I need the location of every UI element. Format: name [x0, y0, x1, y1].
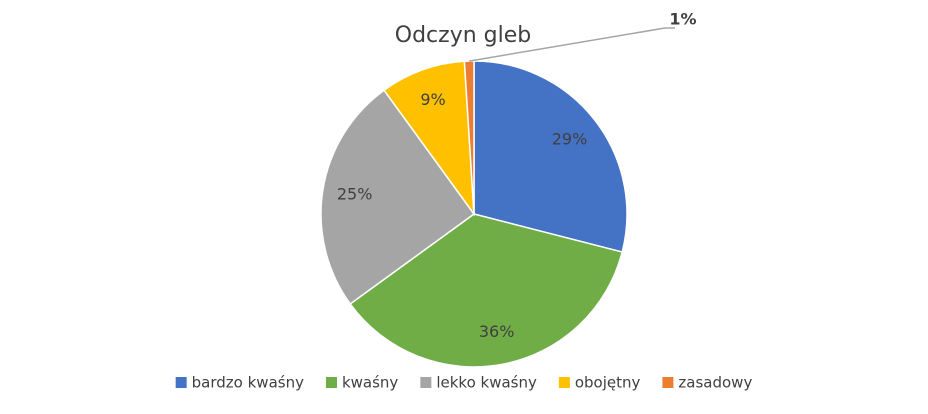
- value-label: 25%: [337, 185, 373, 204]
- value-label: 36%: [479, 322, 515, 341]
- legend-label: kwaśny: [342, 374, 398, 392]
- pie-slice: [320, 89, 476, 305]
- legend-swatch: [325, 377, 337, 388]
- legend-label: bardzo kwaśny: [192, 374, 304, 392]
- leader-line: [469, 27, 675, 62]
- legend-swatch: [420, 377, 432, 388]
- legend-label: zasadowy: [678, 374, 752, 392]
- legend-swatch: [175, 377, 187, 388]
- legend-swatch: [662, 377, 674, 388]
- legend-label: lekko kwaśny: [436, 374, 537, 392]
- value-label: 29%: [552, 129, 588, 148]
- pie-slice: [349, 213, 624, 368]
- pie-slice: [473, 60, 628, 253]
- pie-slice: [383, 60, 475, 217]
- value-label: 9%: [420, 90, 445, 109]
- legend-swatch: [558, 377, 570, 388]
- chart-title: Odczyn gleb: [395, 23, 531, 48]
- legend-label: obojętny: [575, 374, 641, 392]
- value-label: 1%: [669, 10, 696, 29]
